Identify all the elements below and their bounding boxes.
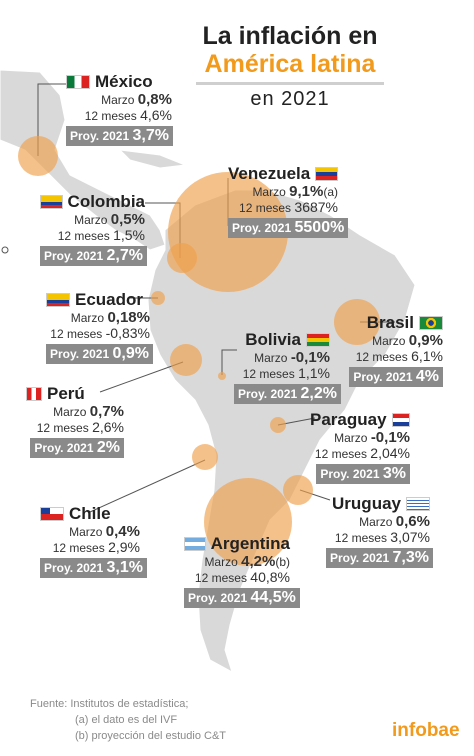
proy-badge: Proy. 2021 2,7% [40,246,147,266]
card-brasil: Brasil Marzo 0,9% 12 meses 6,1% Proy. 20… [340,313,443,387]
mexico-flag-icon [66,75,90,89]
argentina-flag-icon [184,537,206,551]
meses-value: 1,1% [298,365,330,381]
venezuela-flag-icon [315,167,338,181]
marzo-value: 4,2% [241,553,276,570]
title-divider [196,82,384,85]
proy-badge: Proy. 2021 5500% [228,218,349,238]
country-name: Chile [69,504,111,523]
meses-value: 2,9% [108,539,140,555]
bolivia-bubble [218,372,226,380]
proy-badge: Proy. 2021 4% [349,367,443,387]
country-name: Argentina [210,534,290,553]
peru-flag-icon [26,387,42,401]
card-paraguay: Paraguay Marzo -0,1% 12 meses 2,04% Proy… [310,410,410,484]
mexico-bubble [18,136,58,176]
meses-value: 1,5% [113,227,145,243]
country-name: Ecuador [75,290,144,309]
proy-badge: Proy. 2021 7,3% [326,548,433,568]
country-name: Colombia [67,192,145,211]
marzo-value: 0,4% [105,523,140,540]
proy-badge: Proy. 2021 0,9% [46,344,153,364]
chile-bubble [192,444,218,470]
country-name: Paraguay [310,410,387,429]
uruguay-bubble [283,475,313,505]
source-note-a: (a) el dato es del IVF [75,714,178,726]
country-name: Perú [47,384,85,403]
country-name: Brasil [366,313,414,332]
chile-flag-icon [40,507,64,521]
argentina-bubble [204,478,292,566]
card-mexico: México Marzo 0,8% 12 meses 4,6% Proy. 20… [66,72,173,146]
meses-value: -0,83% [105,325,150,341]
proy-badge: Proy. 2021 3,7% [66,126,173,146]
colombia-flag-icon [40,195,63,209]
proy-badge: Proy. 2021 2,2% [234,384,341,404]
paraguay-flag-icon [391,413,410,427]
meses-value: 3,07% [390,529,430,545]
proy-badge: Proy. 2021 44,5% [184,588,300,608]
meses-value: 2,6% [92,419,124,435]
country-name: Uruguay [332,494,401,513]
ecuador-flag-icon [46,293,70,307]
bolivia-flag-icon [306,333,330,347]
brazil-flag-icon [419,316,443,330]
meses-value: 4,6% [140,107,172,123]
title-line1: La inflación en [202,22,378,50]
card-argentina: Argentina Marzo 4,2%(b) 12 meses 40,8% P… [184,534,300,608]
card-venezuela: Venezuela Marzo 9,1%(a) 12 meses 3687% P… [228,164,349,238]
source-label: Fuente: [30,698,68,710]
map-dot [1,246,9,254]
cuba-island [118,149,186,169]
card-colombia: Colombia Marzo 0,5% 12 meses 1,5% Proy. … [40,192,147,266]
ecuador-bubble [151,291,165,305]
card-chile: Chile Marzo 0,4% 12 meses 2,9% Proy. 202… [40,504,147,578]
marzo-value: 9,1% [289,183,324,200]
marzo-value: 0,18% [107,309,150,326]
marzo-value: 0,6% [395,513,430,530]
marzo-value: 0,7% [89,403,124,420]
country-name: Venezuela [228,164,311,183]
uruguay-flag-icon [406,497,430,511]
source-note-b: (b) proyección del estudio C&T [75,730,227,742]
marzo-value: 0,9% [408,332,443,349]
paraguay-bubble [270,417,286,433]
meses-value: 40,8% [250,569,290,585]
north-america-land [0,69,166,251]
title-line2: América latina [204,50,376,78]
brasil-bubble [334,299,380,345]
card-peru: Perú Marzo 0,7% 12 meses 2,6% Proy. 2021… [26,384,124,458]
country-name: México [95,72,153,91]
proy-badge: Proy. 2021 3,1% [40,558,147,578]
source-note: Fuente: Institutos de estadística; (a) e… [30,696,226,744]
title-line3: en 2021 [250,88,330,110]
colombia-bubble [167,243,197,273]
marzo-value: -0,1% [290,349,330,366]
meses-value: 2,04% [370,445,410,461]
infobae-logo: infobae [392,720,460,741]
marzo-value: -0,1% [370,429,410,446]
country-name: Bolivia [245,330,301,349]
note-b: (b) [275,555,290,569]
meses-value: 3687% [294,199,338,215]
card-bolivia: Bolivia Marzo -0,1% 12 meses 1,1% Proy. … [234,330,341,404]
source-text: Institutos de estadística; [70,698,189,710]
marzo-value: 0,8% [137,91,172,108]
note-a: (a) [323,185,338,199]
marzo-value: 0,5% [110,211,145,228]
peru-bubble [170,344,202,376]
proy-badge: Proy. 2021 2% [30,438,124,458]
card-uruguay: Uruguay Marzo 0,6% 12 meses 3,07% Proy. … [326,494,433,568]
proy-badge: Proy. 2021 3% [316,464,410,484]
card-ecuador: Ecuador Marzo 0,18% 12 meses -0,83% Proy… [46,290,153,364]
meses-value: 6,1% [411,348,443,364]
